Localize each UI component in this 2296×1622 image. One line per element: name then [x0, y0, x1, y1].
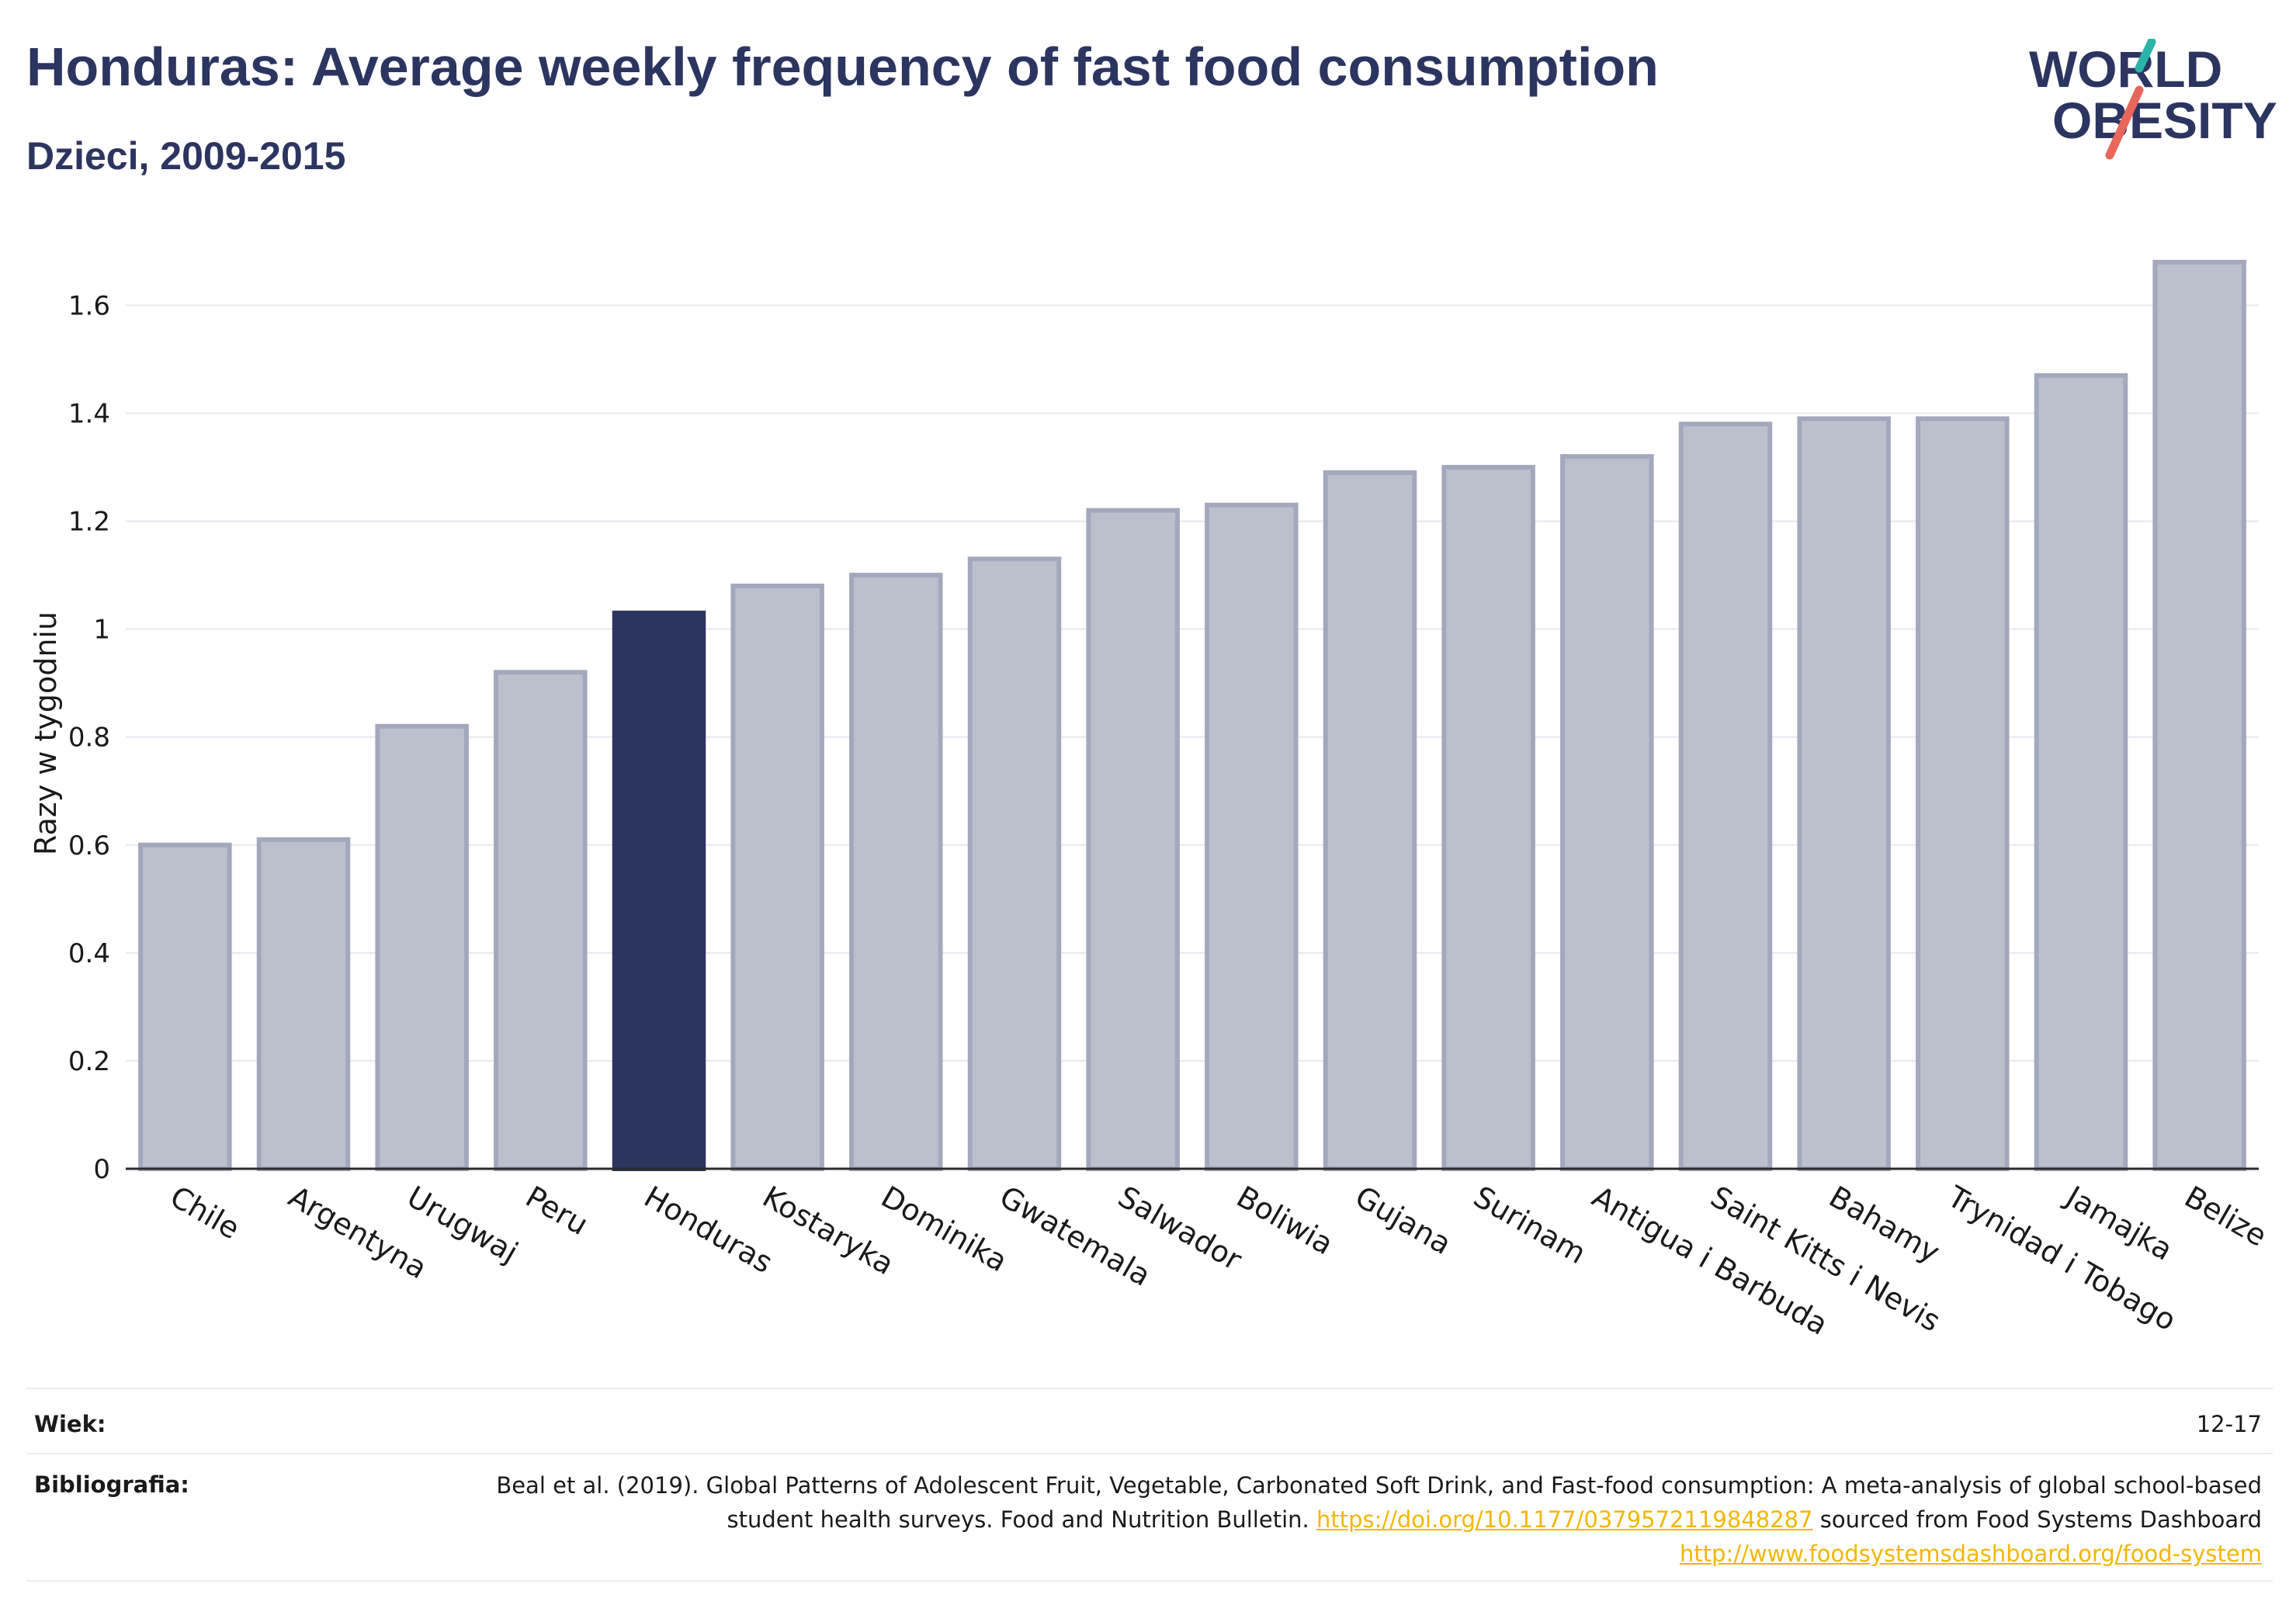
- x-tick-label: Gujana: [1350, 1180, 1458, 1261]
- bar-honduras[interactable]: [612, 610, 706, 1171]
- x-tick-label: Peru: [520, 1180, 594, 1242]
- bibliography-text: Beal et al. (2019). Global Patterns of A…: [477, 1468, 2262, 1571]
- bar-peru[interactable]: [494, 670, 588, 1171]
- y-axis-label: Razy w tygodniu: [29, 612, 63, 855]
- bar-urugwaj[interactable]: [375, 723, 469, 1171]
- bibliography-citation: Beal et al. (2019). Global Patterns of A…: [496, 1472, 2262, 1533]
- y-tick-label: 0: [93, 1154, 110, 1185]
- bar-salwador[interactable]: [1086, 508, 1180, 1171]
- y-tick-label: 0.8: [68, 723, 110, 754]
- bar-chile[interactable]: [138, 842, 232, 1171]
- logo-slash-teal: [2135, 39, 2156, 73]
- age-value: 12-17: [2196, 1411, 2262, 1437]
- x-tick-label: Dominika: [876, 1180, 1013, 1279]
- chart-title: Honduras: Average weekly frequency of fa…: [26, 36, 1659, 97]
- logo-line-world: WORLD: [2029, 40, 2222, 98]
- y-tick-label: 1.2: [68, 507, 110, 538]
- bars: [138, 259, 2246, 1171]
- bar-dominika[interactable]: [849, 573, 943, 1171]
- x-tick-label: Kostaryka: [757, 1180, 900, 1282]
- y-axis-ticks: 0 0.2 0.4 0.6 0.8 1 1.2 1.4 1.6: [68, 290, 110, 1185]
- y-tick-label: 1.4: [68, 399, 110, 430]
- bar-trynidad-i-tobago[interactable]: [1916, 416, 2010, 1171]
- x-tick-label: Boliwia: [1231, 1180, 1339, 1262]
- bibliography-label: Bibliografia:: [34, 1471, 189, 1498]
- logo-line-obesity: OBESITY: [2052, 92, 2277, 149]
- doi-link[interactable]: https://doi.org/10.1177/0379572119848287: [1316, 1506, 1813, 1533]
- x-tick-label: Surinam: [1468, 1180, 1592, 1270]
- bar-jamajka[interactable]: [2034, 373, 2128, 1171]
- world-obesity-logo: WORLD OBESITY: [2029, 39, 2277, 160]
- bibliography-source: sourced from Food Systems Dashboard: [1819, 1506, 2262, 1533]
- x-tick-label: Chile: [165, 1180, 245, 1246]
- bar-belize[interactable]: [2152, 259, 2246, 1171]
- y-tick-label: 0.4: [68, 938, 110, 969]
- bar-antigua-i-barbuda[interactable]: [1560, 454, 1654, 1171]
- y-tick-label: 1: [93, 615, 110, 646]
- x-tick-label: Belize: [2179, 1180, 2273, 1253]
- chart-subtitle: Dzieci, 2009-2015: [26, 134, 346, 178]
- bar-argentyna[interactable]: [256, 837, 351, 1171]
- y-tick-label: 1.6: [68, 290, 110, 321]
- bar-gujana[interactable]: [1323, 470, 1417, 1171]
- footer-divider-middle: [26, 1453, 2273, 1454]
- bar-bahamy[interactable]: [1797, 416, 1891, 1171]
- footer-divider-top: [26, 1388, 2273, 1389]
- bar-boliwia[interactable]: [1205, 502, 1299, 1171]
- bar-saint-kitts-i-nevis[interactable]: [1678, 421, 1773, 1171]
- y-tick-label: 0.2: [68, 1046, 110, 1077]
- y-tick-label: 0.6: [68, 830, 110, 861]
- gridlines: [126, 304, 2259, 1062]
- bar-kostaryka[interactable]: [730, 584, 824, 1171]
- bar-gwatemala[interactable]: [967, 556, 1062, 1171]
- x-tick-label: Honduras: [639, 1180, 779, 1281]
- x-tick-label: Trynidad i Tobago: [1941, 1179, 2182, 1337]
- footer-divider-bottom: [26, 1580, 2273, 1582]
- logo-slash-coral: [2105, 85, 2144, 160]
- bar-chart: 00.20.40.60.811.21.41.6 Chile ArgentynaUr…: [29, 259, 2273, 1342]
- bar-surinam[interactable]: [1441, 465, 1535, 1171]
- age-label: Wiek:: [34, 1411, 106, 1437]
- food-systems-dashboard-link[interactable]: http://www.foodsystemsdashboard.org/food…: [1680, 1541, 2262, 1567]
